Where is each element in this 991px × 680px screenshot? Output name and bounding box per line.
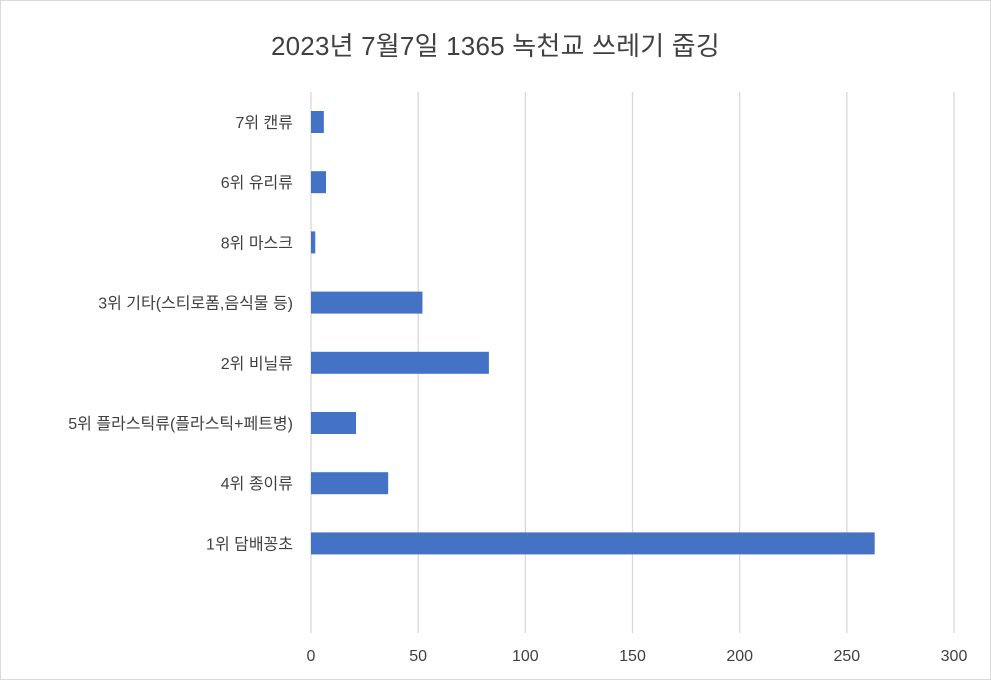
category-label: 5위 플라스틱류(플라스틱+페트병) [68, 415, 293, 433]
category-label: 8위 마스크 [221, 234, 293, 252]
bar [311, 171, 327, 194]
bar [311, 472, 389, 495]
category-label: 3위 기타(스티로폼,음식물 등) [98, 295, 293, 313]
x-tick-label: 150 [619, 648, 646, 665]
bar [311, 351, 489, 374]
chart-title: 2023년 7월7일 1365 녹천교 쓰레기 줍깅 [270, 31, 721, 61]
bar [311, 231, 316, 254]
x-tick-label: 0 [307, 648, 316, 665]
bar [311, 532, 875, 555]
bar [311, 111, 324, 133]
category-label: 6위 유리류 [221, 174, 293, 192]
category-label: 4위 종이류 [221, 475, 293, 493]
x-tick-label: 300 [941, 648, 968, 665]
x-tick-labels: 0 50 100 150 200 250 300 [307, 648, 968, 665]
bar [311, 412, 357, 434]
x-tick-label: 200 [726, 648, 753, 665]
category-labels: 7위 캔류 6위 유리류 8위 마스크 3위 기타(스티로폼,음식물 등) 2위 비닐류… [68, 114, 293, 553]
category-label: 7위 캔류 [235, 114, 293, 132]
x-tick-label: 100 [512, 648, 539, 665]
x-tick-label: 50 [409, 648, 427, 665]
x-tick-label: 250 [833, 648, 860, 665]
category-label: 1위 담배꽁초 [206, 535, 293, 553]
bar [311, 291, 423, 314]
bars [311, 111, 875, 555]
category-label: 2위 비닐류 [221, 355, 293, 373]
